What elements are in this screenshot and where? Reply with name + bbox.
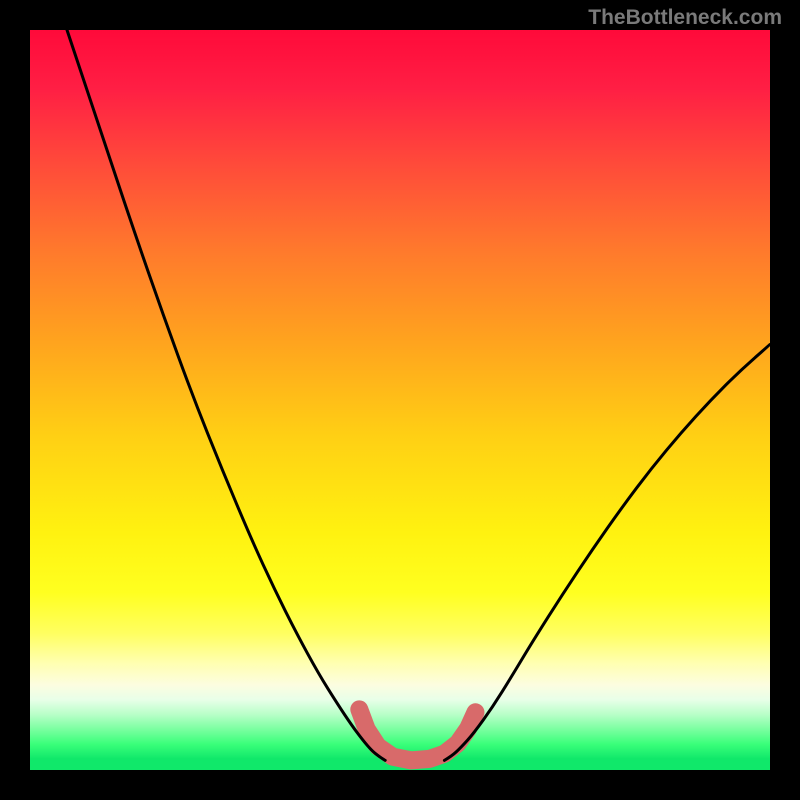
watermark-text: TheBottleneck.com (588, 6, 782, 30)
chart-container: TheBottleneck.com (0, 0, 800, 800)
bottleneck-chart (0, 0, 800, 800)
plot-background (30, 30, 770, 770)
